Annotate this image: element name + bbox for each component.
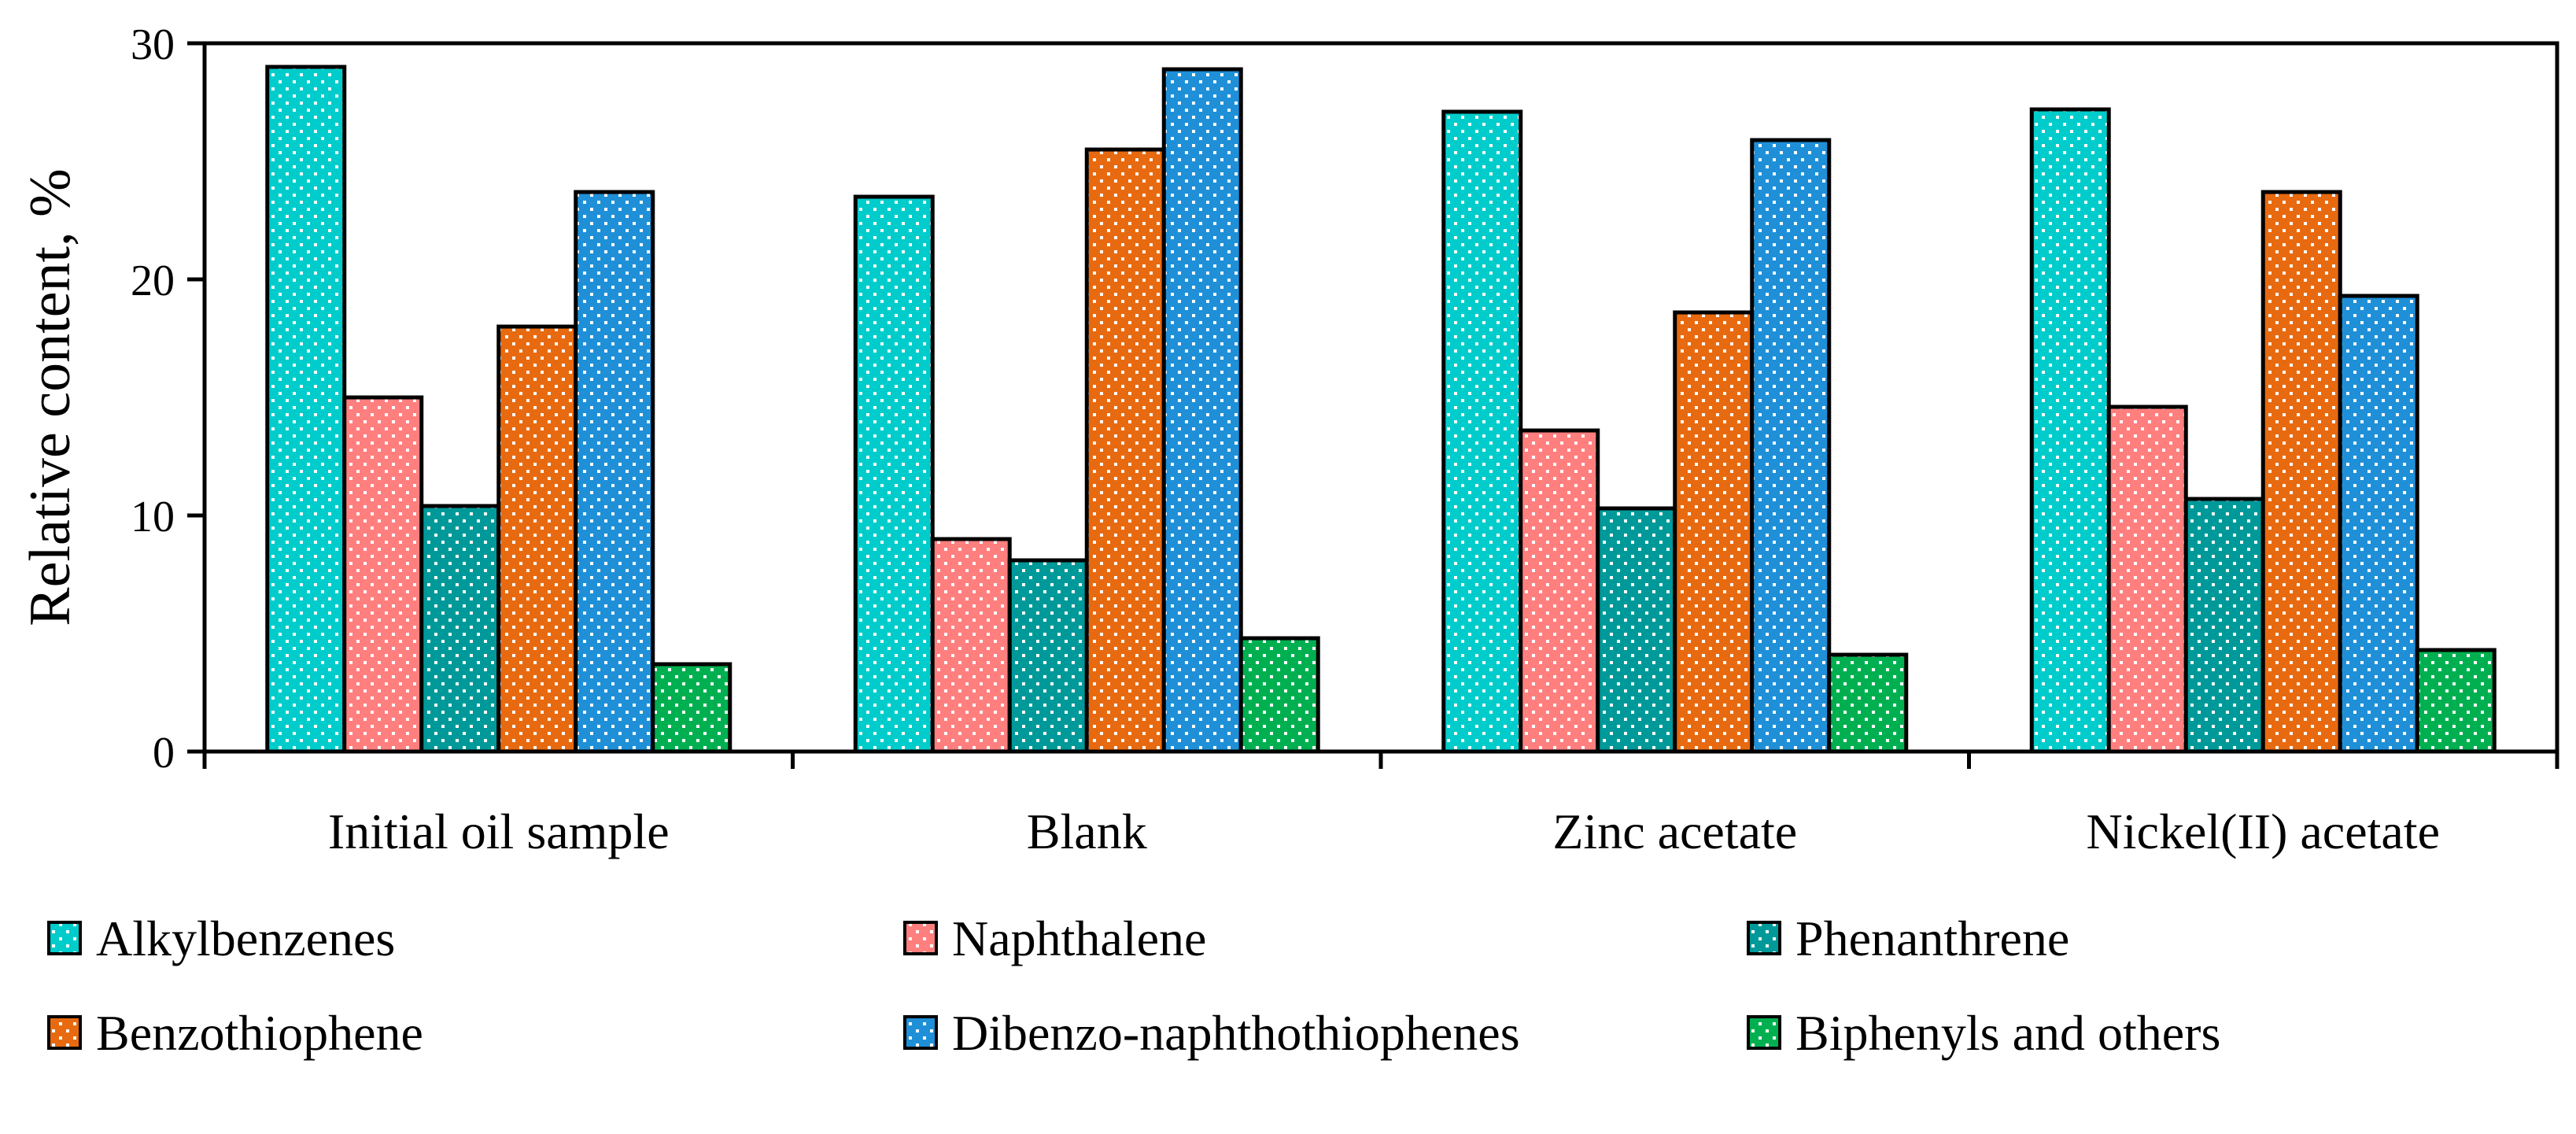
bar-pattern xyxy=(930,537,1012,754)
bars xyxy=(265,65,2497,754)
legend-swatch-pattern xyxy=(47,921,82,955)
legend-label: Phenanthrene xyxy=(1795,911,2069,966)
legend-label: Dibenzo-naphthothiophenes xyxy=(952,1005,1520,1061)
bar-pattern xyxy=(496,324,578,754)
bar-pattern xyxy=(2106,404,2188,754)
legend-swatch-pattern xyxy=(47,1015,82,1050)
y-tick-label: 0 xyxy=(153,729,175,778)
bar-pattern xyxy=(419,504,501,754)
bar-pattern xyxy=(265,65,347,754)
bar-pattern xyxy=(1673,310,1755,754)
legend: Alkylbenzenes Naphthalene Phenanthrene Benz… xyxy=(47,911,2220,1061)
bar-pattern xyxy=(1750,138,1832,754)
bar-pattern xyxy=(2415,648,2497,754)
bar-pattern xyxy=(1596,506,1677,754)
legend-swatch-pattern xyxy=(1747,921,1781,955)
bar-pattern xyxy=(574,190,655,754)
x-tick-label: Nickel(II) acetate xyxy=(2087,803,2440,859)
bar-pattern xyxy=(342,395,424,754)
bar-pattern xyxy=(651,662,733,754)
bar-pattern xyxy=(1161,67,1243,754)
bar-pattern xyxy=(1084,147,1166,754)
bar-pattern xyxy=(2029,107,2111,754)
legend-label: Naphthalene xyxy=(952,911,1206,966)
bar-pattern xyxy=(1827,652,1909,754)
y-axis-label: Relative content, % xyxy=(18,168,83,626)
y-tick-label: 20 xyxy=(131,257,175,305)
legend-swatch-pattern xyxy=(903,921,938,955)
legend-swatch-pattern xyxy=(1747,1015,1781,1050)
bar-pattern xyxy=(2183,497,2265,754)
legend-label: Alkylbenzenes xyxy=(96,911,395,966)
bar-pattern xyxy=(853,194,935,754)
bar-pattern xyxy=(2260,190,2342,754)
bar-pattern xyxy=(1441,109,1523,754)
legend-swatch-pattern xyxy=(903,1015,938,1050)
y-tick-label: 10 xyxy=(131,493,175,541)
bar-pattern xyxy=(1519,428,1600,754)
legend-label: Biphenyls and others xyxy=(1795,1005,2220,1061)
x-axis-ticks: Initial oil sample Blank Zinc acetate Nicke… xyxy=(202,752,2559,859)
bar-pattern xyxy=(2338,294,2419,754)
legend-label: Benzothiophene xyxy=(96,1005,423,1061)
bar-pattern xyxy=(1007,558,1089,754)
bar-pattern xyxy=(1238,636,1320,754)
x-tick-label: Blank xyxy=(1027,803,1147,859)
y-tick-label: 30 xyxy=(131,20,175,69)
x-tick-label: Zinc acetate xyxy=(1552,803,1797,859)
y-axis-ticks: 0 10 20 30 xyxy=(131,20,205,778)
x-tick-label: Initial oil sample xyxy=(328,803,670,859)
